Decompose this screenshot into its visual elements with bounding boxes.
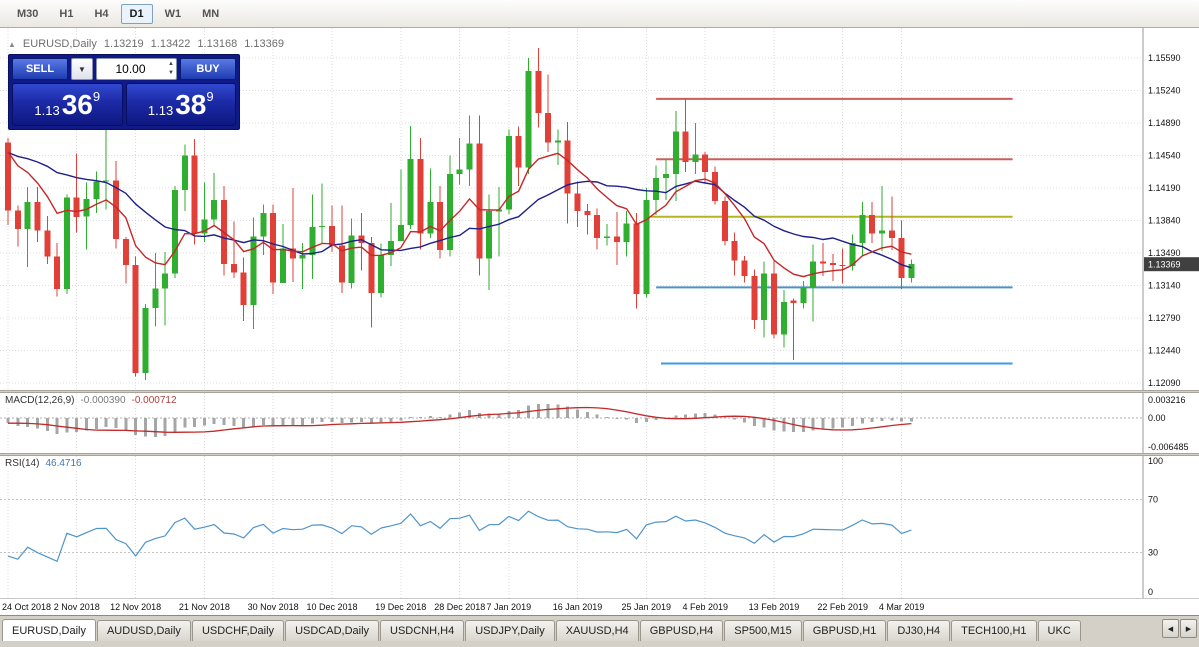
chart-window: 1.15590 1.15240 1.14890 1.14540 1.14190 1.138… bbox=[0, 28, 1199, 615]
chart-tab-usdchf-daily[interactable]: USDCHF,Daily bbox=[191, 620, 285, 641]
chart-tabs-strip: EURUSD,Daily AUDUSD,Daily USDCHF,Daily USDC… bbox=[2, 616, 1082, 641]
pane-divider-macd[interactable] bbox=[0, 390, 1199, 393]
svg-text:1.13490: 1.13490 bbox=[1148, 248, 1181, 258]
chevron-down-icon: ▼ bbox=[78, 64, 86, 74]
timeframe-button-m30[interactable]: M30 bbox=[8, 4, 47, 24]
buy-price-button[interactable]: 1.13 38 9 bbox=[125, 83, 236, 126]
svg-text:-0.006485: -0.006485 bbox=[1148, 442, 1189, 452]
timeframe-button-d1[interactable]: D1 bbox=[120, 3, 153, 24]
tab-scroll-buttons: ◀ ▶ bbox=[1162, 619, 1197, 638]
macd-main-value: -0.000390 bbox=[80, 395, 126, 406]
chart-tab-ukc[interactable]: UKC bbox=[1037, 620, 1081, 641]
pane-divider-rsi[interactable] bbox=[0, 453, 1199, 456]
collapse-triangle-icon[interactable]: ▲ bbox=[8, 39, 16, 49]
chart-tabs-bar: EURUSD,Daily AUDUSD,Daily USDCHF,Daily USDC… bbox=[0, 615, 1199, 641]
date-label: 25 Jan 2019 bbox=[621, 602, 672, 612]
svg-text:1.13140: 1.13140 bbox=[1148, 281, 1181, 291]
date-label: 4 Mar 2019 bbox=[878, 602, 925, 612]
rsi-title: RSI(14) 46.4716 bbox=[5, 458, 82, 469]
date-label: 12 Nov 2018 bbox=[110, 602, 162, 612]
sell-price-sup: 9 bbox=[92, 89, 101, 104]
date-label: 13 Feb 2019 bbox=[748, 602, 800, 612]
chart-tab-tech100-h1[interactable]: TECH100,H1 bbox=[951, 620, 1037, 641]
date-label: 19 Dec 2018 bbox=[375, 602, 427, 612]
volume-dropdown-button[interactable]: ▼ bbox=[71, 58, 93, 80]
buy-button[interactable]: BUY bbox=[180, 58, 236, 80]
svg-text:0: 0 bbox=[1148, 587, 1153, 597]
spin-up-icon[interactable]: ▲ bbox=[168, 61, 174, 67]
chart-tab-gbpusd-h1[interactable]: GBPUSD,H1 bbox=[802, 620, 887, 641]
macd-title: MACD(12,26,9) -0.000390 -0.000712 bbox=[5, 395, 177, 406]
chart-close-value: 1.13369 bbox=[244, 38, 284, 50]
svg-text:1.15590: 1.15590 bbox=[1148, 53, 1181, 63]
macd-signal-value: -0.000712 bbox=[131, 395, 177, 406]
timeframe-toolbar: M30 H1 H4 D1 W1 MN bbox=[0, 0, 1199, 28]
date-label: 4 Feb 2019 bbox=[682, 602, 728, 612]
date-label: 30 Nov 2018 bbox=[247, 602, 299, 612]
main-price-chart[interactable]: 1.15590 1.15240 1.14890 1.14540 1.14190 1.138… bbox=[0, 28, 1199, 390]
chart-tab-usdcnh-h4[interactable]: USDCNH,H4 bbox=[380, 620, 465, 641]
svg-text:1.12090: 1.12090 bbox=[1148, 378, 1181, 388]
rsi-name: RSI(14) bbox=[5, 458, 40, 469]
tab-scroll-right-icon[interactable]: ▶ bbox=[1180, 619, 1197, 638]
chart-high-value: 1.13422 bbox=[150, 38, 191, 50]
chart-tab-eurusd-daily[interactable]: EURUSD,Daily bbox=[2, 619, 96, 641]
date-label: 28 Dec 2018 bbox=[434, 602, 486, 612]
volume-input[interactable] bbox=[97, 59, 176, 79]
timeframe-button-h1[interactable]: H1 bbox=[50, 4, 82, 24]
svg-text:1.12440: 1.12440 bbox=[1148, 346, 1181, 356]
sell-price-button[interactable]: 1.13 36 9 bbox=[12, 83, 123, 126]
time-axis: 24 Oct 2018 2 Nov 2018 12 Nov 2018 21 Nov 2… bbox=[0, 598, 1199, 615]
date-label: 24 Oct 2018 bbox=[2, 602, 52, 612]
volume-spinner: ▲ ▼ bbox=[168, 60, 174, 78]
chart-tab-gbpusd-h4[interactable]: GBPUSD,H4 bbox=[639, 620, 724, 641]
date-label: 22 Feb 2019 bbox=[817, 602, 868, 612]
svg-text:100: 100 bbox=[1148, 456, 1163, 466]
date-label: 16 Jan 2019 bbox=[552, 602, 603, 612]
svg-text:1.14540: 1.14540 bbox=[1148, 151, 1181, 161]
svg-text:1.13369: 1.13369 bbox=[1148, 260, 1181, 270]
timeframe-button-mn[interactable]: MN bbox=[193, 4, 228, 24]
chart-ohlc-header: ▲ EURUSD,Daily 1.13219 1.13422 1.13168 1… bbox=[8, 38, 284, 50]
svg-text:1.13840: 1.13840 bbox=[1148, 216, 1181, 226]
date-label: 10 Dec 2018 bbox=[306, 602, 358, 612]
rsi-value: 46.4716 bbox=[45, 458, 82, 469]
rsi-indicator-pane[interactable]: 100 70 30 0 bbox=[0, 456, 1199, 598]
sell-price-big: 36 bbox=[61, 89, 93, 120]
chart-open-value: 1.13219 bbox=[103, 38, 144, 50]
volume-field-wrap: ▲ ▼ bbox=[96, 58, 177, 80]
timeframe-button-h4[interactable]: H4 bbox=[85, 4, 117, 24]
chart-tab-audusd-daily[interactable]: AUDUSD,Daily bbox=[96, 620, 191, 641]
svg-text:30: 30 bbox=[1148, 547, 1158, 557]
svg-text:0.00: 0.00 bbox=[1148, 413, 1166, 423]
chart-symbol-label: EURUSD,Daily bbox=[22, 38, 97, 50]
tab-scroll-left-icon[interactable]: ◀ bbox=[1162, 619, 1179, 638]
macd-name: MACD(12,26,9) bbox=[5, 395, 75, 406]
svg-text:1.15240: 1.15240 bbox=[1148, 86, 1181, 96]
date-label: 7 Jan 2019 bbox=[486, 602, 532, 612]
chart-tab-xauusd-h4[interactable]: XAUUSD,H4 bbox=[555, 620, 639, 641]
chart-tab-usdjpy-daily[interactable]: USDJPY,Daily bbox=[465, 620, 555, 641]
svg-text:0.003216: 0.003216 bbox=[1148, 395, 1186, 405]
buy-price-sup: 9 bbox=[206, 89, 214, 104]
chart-tab-sp500-m15[interactable]: SP500,M15 bbox=[724, 620, 802, 641]
buy-price-big: 38 bbox=[175, 89, 207, 120]
macd-indicator-pane[interactable]: 0.003216 0.00 -0.006485 bbox=[0, 393, 1199, 453]
svg-text:70: 70 bbox=[1148, 495, 1158, 505]
date-label: 21 Nov 2018 bbox=[178, 602, 230, 612]
svg-text:1.14190: 1.14190 bbox=[1148, 183, 1181, 193]
buy-price-small: 1.13 bbox=[147, 103, 174, 118]
timeframe-button-w1[interactable]: W1 bbox=[156, 4, 191, 24]
spin-down-icon[interactable]: ▼ bbox=[168, 70, 174, 76]
chart-tab-usdcad-daily[interactable]: USDCAD,Daily bbox=[285, 620, 380, 641]
svg-text:1.12790: 1.12790 bbox=[1148, 313, 1181, 323]
date-label: 2 Nov 2018 bbox=[53, 602, 100, 612]
svg-text:1.14890: 1.14890 bbox=[1148, 118, 1181, 128]
sell-price-small: 1.13 bbox=[34, 103, 60, 118]
chart-low-value: 1.13168 bbox=[197, 38, 238, 50]
one-click-trading-panel: SELL ▼ ▲ ▼ BUY 1.13 36 9 1.13 38 bbox=[8, 54, 240, 130]
chart-tab-dj30-h4[interactable]: DJ30,H4 bbox=[887, 620, 951, 641]
sell-button[interactable]: SELL bbox=[12, 58, 68, 80]
